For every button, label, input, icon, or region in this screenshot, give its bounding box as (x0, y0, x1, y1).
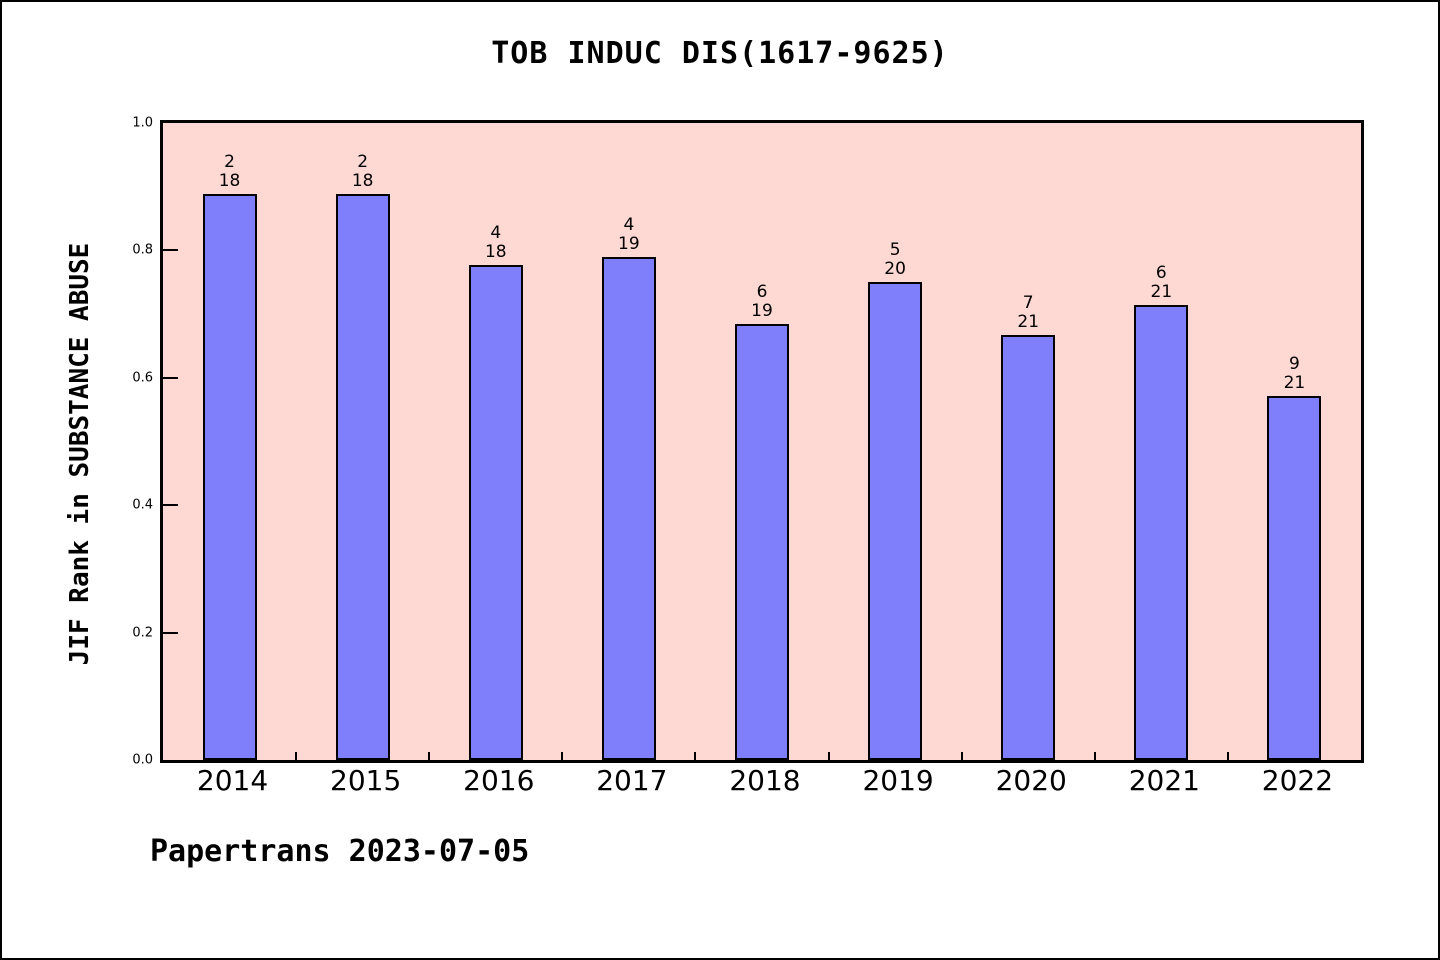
y-tick-mark (163, 376, 178, 379)
fraction-denominator: 21 (1150, 282, 1173, 302)
x-tick-label-2017: 2017 (596, 764, 668, 797)
x-tick-label-2014: 2014 (196, 764, 269, 797)
y-tick-label-0.8: 0.8 (132, 242, 153, 258)
fraction-numerator: 6 (756, 282, 768, 302)
fraction-denominator: 21 (1283, 373, 1306, 393)
fraction-numerator: 2 (357, 152, 369, 172)
y-axis-label: JIF Rank in SUBSTANCE ABUSE (65, 242, 95, 666)
x-tick-mark (561, 752, 564, 760)
y-tick-mark (163, 631, 178, 634)
bar-fraction-label: 9 21 (1284, 355, 1306, 393)
bar-fraction-label: 2 18 (219, 153, 241, 191)
y-tick-label-0.2: 0.2 (132, 625, 153, 641)
fraction-denominator: 18 (484, 242, 507, 262)
bar-fraction-label: 7 21 (1017, 294, 1039, 332)
fraction-numerator: 9 (1289, 354, 1300, 374)
bar-fraction-label: 6 21 (1151, 264, 1173, 302)
bar-fraction-label: 4 18 (485, 224, 507, 262)
fraction-numerator: 7 (1022, 293, 1034, 313)
y-tick-label-1.0: 1.0 (132, 115, 153, 131)
x-tick-label-2022: 2022 (1261, 764, 1334, 797)
bar-2016 (468, 265, 523, 760)
fraction-numerator: 4 (490, 223, 502, 243)
bar-2015 (335, 194, 390, 760)
bar-fraction-label: 4 19 (618, 216, 640, 254)
bar-2022 (1267, 396, 1322, 760)
plot-inner: 2 18 2014 2 18 2015 4 18 2016 4 19 2017 6 19 2018 5 20 20… (132, 116, 1361, 798)
x-tick-mark (827, 752, 830, 760)
y-tick-label-0.4: 0.4 (132, 497, 153, 513)
bar-fraction-label: 6 19 (751, 283, 773, 321)
fraction-denominator: 19 (751, 301, 773, 321)
fraction-numerator: 2 (224, 152, 235, 172)
bar-2021 (1134, 305, 1189, 760)
bar-2017 (601, 257, 656, 760)
x-tick-mark (1226, 752, 1229, 760)
fraction-denominator: 19 (618, 234, 640, 254)
bar-2019 (868, 282, 923, 760)
bar-2014 (202, 194, 257, 760)
x-tick-mark (694, 752, 697, 760)
fraction-denominator: 18 (351, 171, 374, 191)
x-tick-label-2020: 2020 (995, 764, 1067, 797)
fraction-denominator: 21 (1017, 312, 1040, 332)
x-tick-mark (1093, 752, 1096, 760)
bar-fraction-label: 5 20 (884, 241, 906, 279)
y-tick-mark (163, 504, 178, 507)
watermark-text: Papertrans 2023-07-05 (150, 834, 530, 869)
x-tick-label-2018: 2018 (729, 764, 801, 797)
x-tick-label-2016: 2016 (463, 764, 535, 797)
y-tick-label-0.6: 0.6 (132, 370, 153, 386)
bar-2020 (1001, 335, 1056, 760)
fraction-numerator: 6 (1155, 263, 1167, 283)
bar-2018 (735, 324, 789, 760)
x-tick-label-2019: 2019 (862, 764, 934, 797)
plot-area: 2 18 2014 2 18 2015 4 18 2016 4 19 2017 6 19 2018 5 20 20… (132, 116, 1364, 798)
fraction-numerator: 5 (889, 240, 901, 260)
x-tick-label-2015: 2015 (330, 764, 402, 797)
x-tick-label-2021: 2021 (1128, 764, 1200, 797)
fraction-denominator: 18 (218, 171, 241, 191)
bar-fraction-label: 2 18 (352, 153, 374, 191)
x-tick-mark (428, 752, 431, 760)
x-tick-mark (960, 752, 963, 760)
chart-title: TOB INDUC DIS(1617-9625) (491, 36, 949, 71)
x-tick-mark (295, 752, 298, 760)
fraction-numerator: 4 (623, 215, 635, 235)
fraction-denominator: 20 (884, 259, 906, 279)
y-tick-mark (163, 249, 178, 252)
y-tick-label-0.0: 0.0 (132, 752, 153, 768)
